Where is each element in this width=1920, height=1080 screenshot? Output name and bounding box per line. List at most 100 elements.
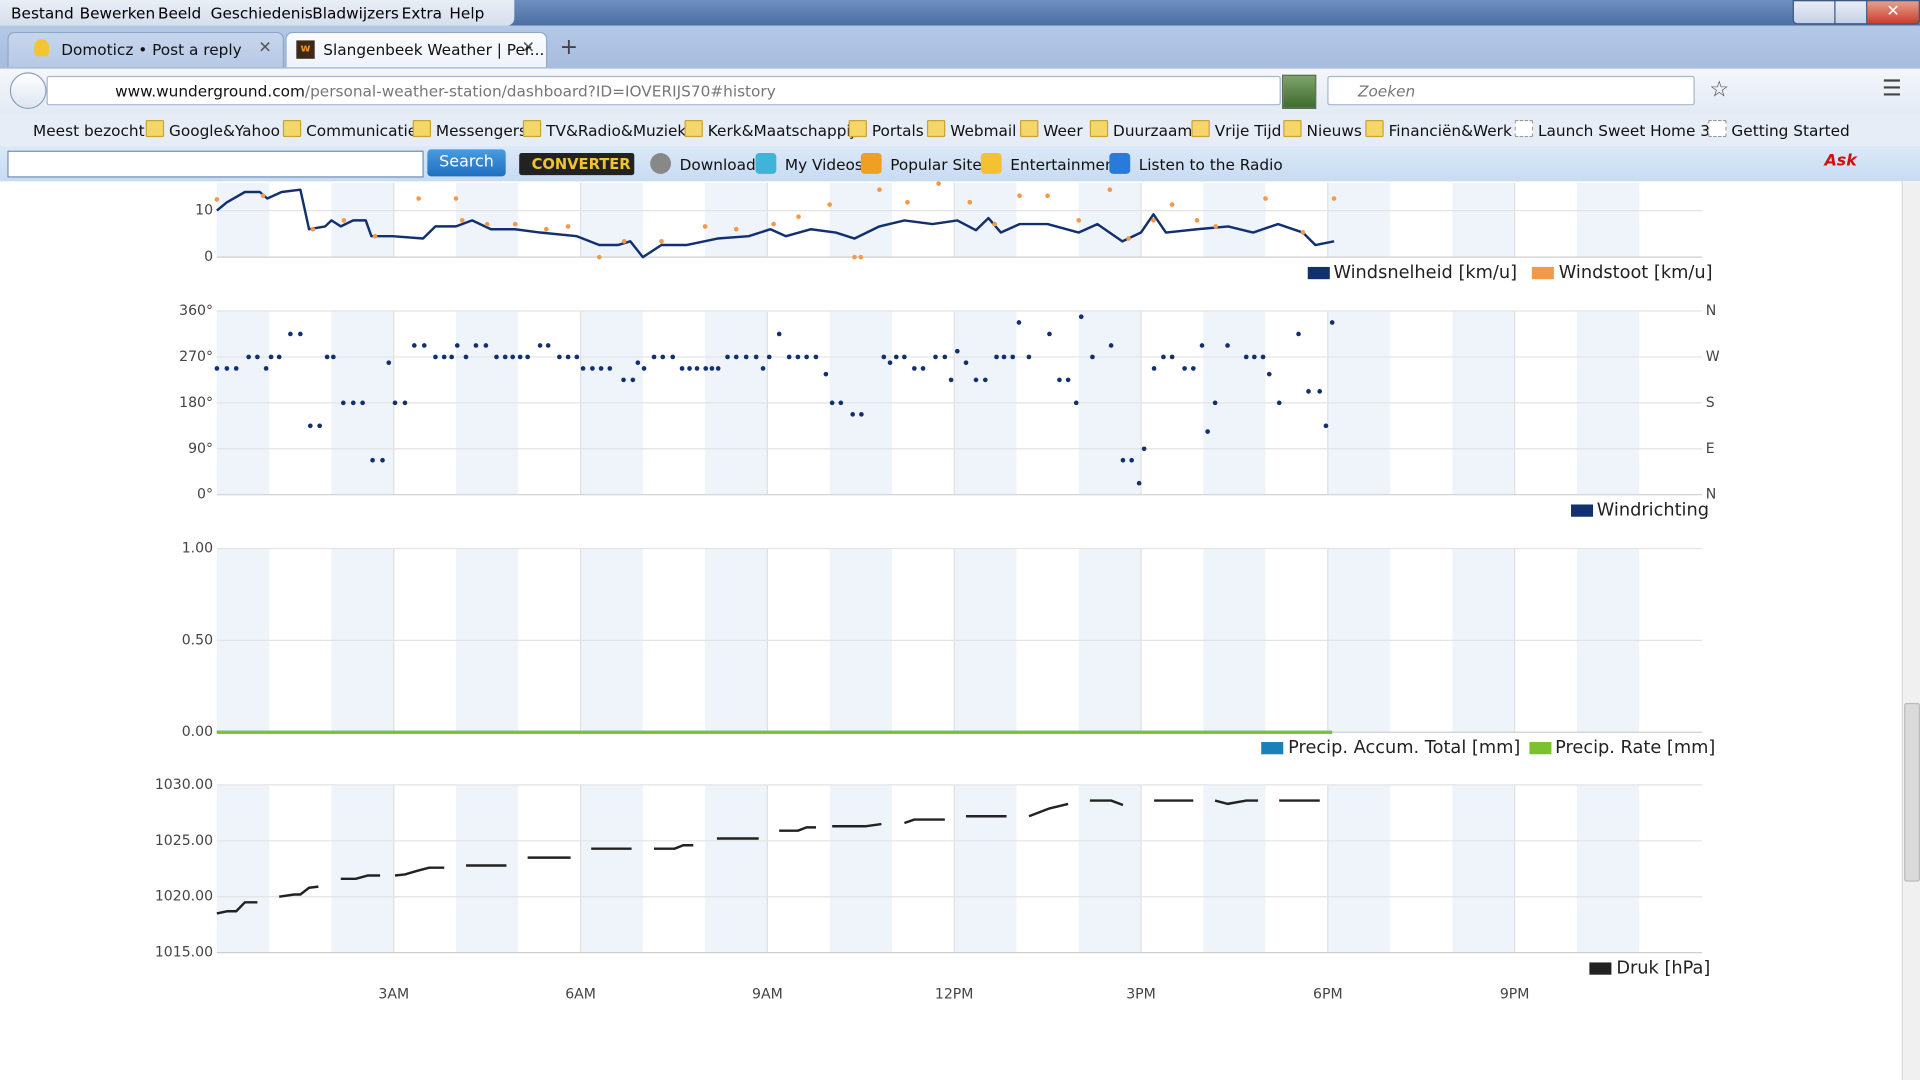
bookmark[interactable]: Communicatie xyxy=(306,121,418,140)
bookmark-folder-icon xyxy=(1020,120,1039,138)
data-point xyxy=(1266,371,1272,377)
y-tick-label: 0.00 xyxy=(182,724,213,740)
menu-item[interactable]: Bewerken xyxy=(79,3,156,23)
tab-close[interactable]: ✕ xyxy=(521,39,535,58)
bookmark-star[interactable]: ☆ xyxy=(1709,77,1730,103)
toolbar-search-input[interactable] xyxy=(7,150,424,178)
hour-band xyxy=(829,182,892,258)
data-point xyxy=(1194,218,1200,223)
y2-tick-label: W xyxy=(1706,349,1720,365)
data-point xyxy=(510,354,516,360)
menu-item[interactable]: Beeld xyxy=(157,3,202,23)
search-box[interactable] xyxy=(1327,75,1695,106)
bookmark[interactable]: Nieuws xyxy=(1306,121,1362,140)
url-path: /personal-weather-station/dashboard?ID=I… xyxy=(304,82,776,101)
data-point xyxy=(948,377,954,383)
data-point xyxy=(733,226,739,232)
data-point xyxy=(317,423,322,429)
legend-label: Windstoot [km/u] xyxy=(1559,263,1713,283)
close-button[interactable]: ✕ xyxy=(1866,0,1920,25)
data-point xyxy=(1323,423,1329,429)
data-point xyxy=(596,254,602,260)
y2-tick-label: E xyxy=(1706,441,1715,457)
bookmark[interactable]: Messengers xyxy=(435,121,528,140)
menu-item[interactable]: Extra xyxy=(401,3,443,23)
data-point xyxy=(494,354,499,360)
toolbar-item[interactable]: Listen to the Radio xyxy=(1138,155,1283,174)
data-point xyxy=(670,354,676,360)
tab-icon: w xyxy=(296,40,315,59)
menu-button[interactable]: ☰ xyxy=(1882,75,1902,102)
hour-band xyxy=(216,784,270,953)
menu-item[interactable]: Geschiedenis xyxy=(210,3,313,23)
data-point xyxy=(263,366,269,371)
bookmark-folder-icon xyxy=(684,120,703,138)
scrollbar[interactable] xyxy=(1901,181,1920,1080)
bookmark[interactable]: Financiën&Werk xyxy=(1388,121,1512,140)
url-text: www.wunderground.com/personal-weather-st… xyxy=(115,82,776,100)
bookmark[interactable]: TV&Radio&Muziek xyxy=(546,121,687,140)
data-point xyxy=(659,238,664,244)
data-point xyxy=(725,354,730,360)
data-point xyxy=(340,400,346,406)
toolbar-search-button[interactable]: Search xyxy=(427,149,506,177)
bookmark[interactable]: Google&Yahoo xyxy=(168,121,280,140)
maximize-button[interactable] xyxy=(1834,0,1869,25)
legend-label: Precip. Rate [mm] xyxy=(1555,738,1715,758)
data-point xyxy=(1090,354,1095,360)
data-point xyxy=(1212,400,1218,406)
toolbar-item[interactable]: Popular Sites xyxy=(890,155,990,174)
data-point xyxy=(1010,354,1016,360)
bookmark[interactable]: Meest bezocht xyxy=(33,121,145,140)
data-point xyxy=(459,218,465,223)
tab-close[interactable]: ✕ xyxy=(258,39,272,58)
data-point xyxy=(350,400,356,406)
data-point xyxy=(651,354,657,360)
data-point xyxy=(687,366,692,371)
data-point xyxy=(1016,320,1022,325)
bookmark[interactable]: Launch Sweet Home 3... xyxy=(1537,121,1725,140)
data-point xyxy=(902,354,907,360)
new-tab-button[interactable]: + xyxy=(559,34,579,61)
data-point xyxy=(804,354,809,360)
data-point xyxy=(1161,354,1166,360)
y-tick-label: 360° xyxy=(179,303,213,319)
scrollbar-thumb[interactable] xyxy=(1904,702,1920,882)
bookmark[interactable]: Kerk&Maatschappij xyxy=(707,121,855,140)
bookmark[interactable]: Duurzaam xyxy=(1113,121,1193,140)
bookmark[interactable]: Vrije Tijd xyxy=(1214,121,1282,140)
tab-title[interactable]: Slangenbeek Weather | Per... xyxy=(323,40,545,59)
bookmark-folder-icon xyxy=(1089,120,1109,138)
data-point xyxy=(1317,389,1323,394)
data-point xyxy=(992,221,997,227)
bookmark[interactable]: Getting Started xyxy=(1731,121,1850,140)
data-point xyxy=(795,354,801,360)
data-point xyxy=(936,181,941,186)
data-point xyxy=(411,343,417,348)
bookmark[interactable]: Weer xyxy=(1043,121,1083,140)
toolbar-item[interactable]: Download xyxy=(679,155,756,174)
tab[interactable] xyxy=(7,31,285,68)
converter-logo[interactable]: CONVERTER xyxy=(519,153,635,176)
url-bar[interactable] xyxy=(46,75,1281,106)
back-button[interactable] xyxy=(9,72,47,109)
bookmark[interactable]: Webmail xyxy=(950,121,1017,140)
toolbar-item[interactable]: Entertainment xyxy=(1010,155,1121,174)
data-point xyxy=(1136,480,1142,486)
toolbar-item[interactable]: My Videos xyxy=(784,155,863,174)
menu-item[interactable]: Help xyxy=(449,3,485,23)
tab-active[interactable] xyxy=(285,31,548,68)
bookmark[interactable]: Portals xyxy=(871,121,924,140)
menu-item[interactable]: Bestand xyxy=(11,3,74,23)
menu-item[interactable]: Bladwijzers xyxy=(312,3,399,23)
tab-title[interactable]: Domoticz • Post a reply xyxy=(61,40,242,59)
extension-icon[interactable] xyxy=(1282,74,1317,109)
legend-swatch xyxy=(1589,962,1612,975)
hour-band xyxy=(1203,784,1266,953)
minimize-button[interactable] xyxy=(1792,0,1837,25)
data-point xyxy=(1126,236,1131,241)
ask-logo[interactable]: Ask xyxy=(1824,151,1857,171)
data-point xyxy=(1263,196,1268,201)
data-point xyxy=(565,224,571,229)
data-point xyxy=(341,218,347,223)
